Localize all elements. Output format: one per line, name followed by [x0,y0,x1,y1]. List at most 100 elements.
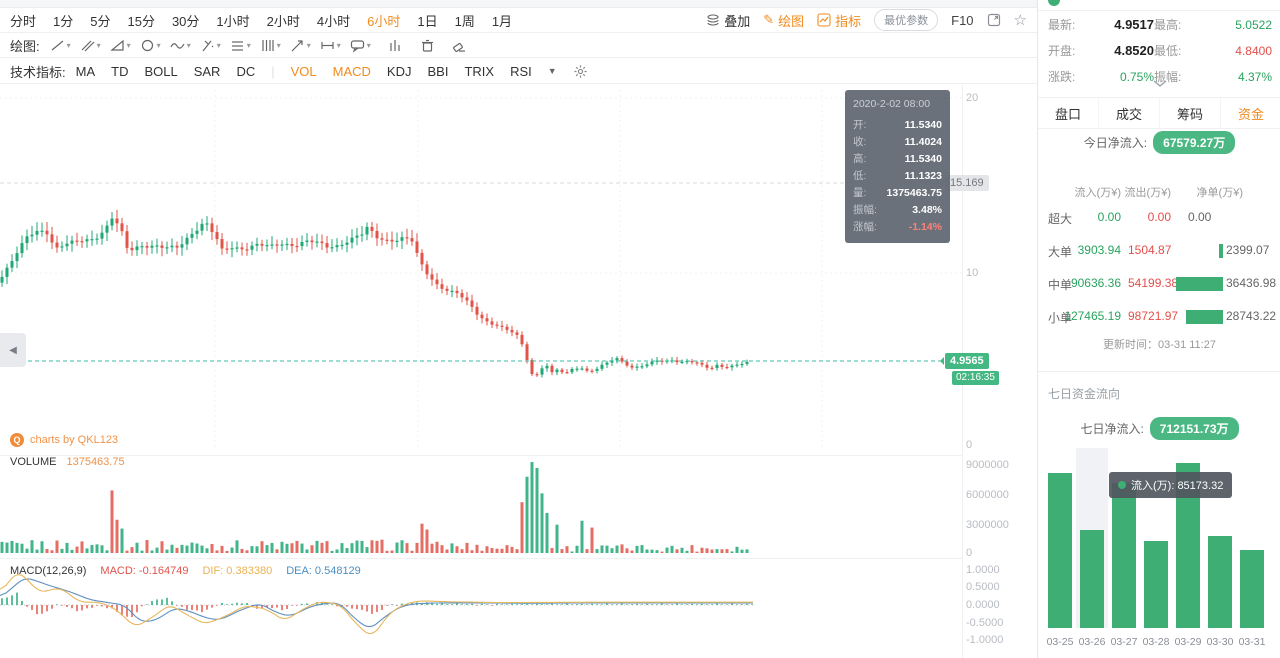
wave-tool[interactable]: ▾ [170,38,191,53]
pitchfork-tool[interactable]: ▾ [200,38,221,53]
tooltip-row-value: 1375463.75 [886,187,942,199]
panel-tabs: 盘口 成交 筹码 资金 [1038,97,1280,129]
today-net-inflow-label: 今日净流入: [1083,136,1148,150]
overlay-button[interactable]: 叠加 [706,11,750,30]
stat-value: 5.0522 [1235,17,1272,32]
draw-button[interactable]: ✎ 绘图 [763,11,804,30]
tooltip-row-value: 11.4024 [904,136,942,148]
tab-筹码[interactable]: 筹码 [1160,98,1221,128]
draw-tool-list: ▾ ▾ ▾ ▾ ▾ ▾ ▾ ▾ ▾ ▾ ▾ [50,38,476,53]
section-divider [1038,371,1280,372]
flow-in-value: 3903.94 [1077,243,1121,257]
y-tick-9000000: 9000000 [966,459,1009,471]
indicator-trix[interactable]: TRIX [464,63,495,79]
interval-5分[interactable]: 5分 [90,13,111,29]
callout-icon [350,40,364,53]
trend-line-tool[interactable]: ▾ [50,38,71,53]
trash-icon [421,39,433,52]
interval-6小时[interactable]: 6小时 [367,13,401,29]
inflow-bar-03-31[interactable] [1240,550,1264,628]
ellipse-tool[interactable]: ▾ [140,38,161,53]
indicator-vol[interactable]: VOL [290,63,317,79]
tab-盘口[interactable]: 盘口 [1038,98,1099,128]
favorite-star-icon[interactable]: ☆ [1013,11,1027,29]
flow-net-value: 2399.07 [1226,243,1270,257]
flow-row-name: 中单 [1048,278,1073,292]
interval-分时[interactable]: 分时 [10,13,37,29]
interval-1日[interactable]: 1日 [417,13,438,29]
indicator-button[interactable]: 指标 [817,11,861,30]
volume-pane-separator [0,455,962,456]
y-tick-10: 10 [966,267,979,279]
indicator-rsi[interactable]: RSI [510,63,532,79]
fib-levels-tool[interactable]: ▾ [230,38,251,53]
parallel-lines-tool[interactable]: ▾ [80,38,101,53]
parallel-lines-icon [81,40,95,52]
collapse-stats-button[interactable] [1038,80,1280,87]
tooltip-row-label: 开: [853,119,867,131]
interval-1小时[interactable]: 1小时 [216,13,250,29]
segment-tool[interactable]: ▾ [320,38,341,53]
vertical-lines-tool[interactable]: ▾ [260,38,281,53]
channel-tool[interactable]: ▾ [109,38,131,53]
stat-value: 4.9517 [1114,17,1154,32]
stat-label: 振幅: [1154,70,1182,84]
interval-1月[interactable]: 1月 [491,13,513,29]
main-chart-svg[interactable] [0,84,1037,658]
volume-label: VOLUME [10,456,57,468]
callout-tool[interactable]: ▾ [350,38,371,53]
today-net-inflow-row: 今日净流入: 67579.27万 [1038,131,1280,154]
arrow-tool[interactable]: ▾ [290,38,311,53]
interval-2小时[interactable]: 2小时 [266,13,300,29]
date-label-03-30: 03-30 [1206,636,1234,648]
indicator-ma[interactable]: MA [75,63,96,79]
indicator-kdj[interactable]: KDJ [386,63,412,79]
interval-4小时[interactable]: 4小时 [316,13,351,29]
f10-button[interactable]: F10 [951,12,974,28]
chart-area[interactable]: 20 10 0 9000000 6000000 3000000 0 1.0000 0.5000 0… [0,84,1037,658]
interval-1周[interactable]: 1周 [454,13,475,29]
trash-button[interactable] [420,38,435,53]
inflow-bar-03-30[interactable] [1208,536,1232,628]
macd-value-label: MACD: -0.164749 [100,565,189,577]
fullscreen-icon[interactable] [987,13,1001,27]
inflow-bar-03-28[interactable] [1144,541,1168,628]
flow-out-value: 0.00 [1147,210,1171,224]
chart-position-button[interactable] [388,38,403,53]
bar-tooltip-text: 流入(万): 85173.32 [1131,480,1224,492]
interval-15分[interactable]: 15分 [127,13,155,29]
tooltip-row-label: 高: [853,153,867,165]
draw-toolbar: 绘图: ▾ ▾ ▾ ▾ ▾ ▾ ▾ ▾ ▾ ▾ ▾ [0,34,1037,58]
volume-value: 1375463.75 [66,456,125,468]
seven-day-bar-chart[interactable]: 流入(万): 85173.32 [1038,448,1280,628]
indicator-dc[interactable]: DC [236,63,256,79]
gear-icon[interactable] [573,64,588,79]
panel-divider [1038,10,1280,11]
inflow-bar-03-26[interactable] [1080,530,1104,628]
tooltip-row: 量: 1375463.75 [853,185,942,202]
collapse-panel-button[interactable]: ◀ [0,333,26,367]
indicator-bbi[interactable]: BBI [427,63,449,79]
flow-net-value: 36436.98 [1226,276,1277,290]
seven-day-net-label: 七日净流入: [1080,422,1144,436]
high-price-marker-badge: 15.169 [940,175,989,191]
indicator-td[interactable]: TD [111,63,129,79]
date-label-03-29: 03-29 [1174,636,1202,648]
indicator-sar[interactable]: SAR [193,63,221,79]
inflow-bar-03-27[interactable] [1112,483,1136,628]
tab-资金[interactable]: 资金 [1237,106,1264,122]
interval-30分[interactable]: 30分 [171,13,200,29]
interval-1分[interactable]: 1分 [53,13,74,29]
more-indicators-caret-icon[interactable]: ▼ [547,66,557,76]
date-label-03-27: 03-27 [1110,636,1138,648]
tooltip-row-label: 涨幅: [853,221,877,233]
tab-成交[interactable]: 成交 [1099,98,1160,128]
flow-in-value: 90636.36 [1070,276,1121,290]
indicator-boll[interactable]: BOLL [144,63,178,79]
best-params-button[interactable]: 最优参数 [874,9,939,31]
indicator-macd[interactable]: MACD [332,63,371,79]
inflow-bar-03-25[interactable] [1048,473,1072,628]
segment-icon [321,42,334,49]
eraser-button[interactable] [452,38,467,53]
bar-tooltip: 流入(万): 85173.32 [1109,472,1233,498]
